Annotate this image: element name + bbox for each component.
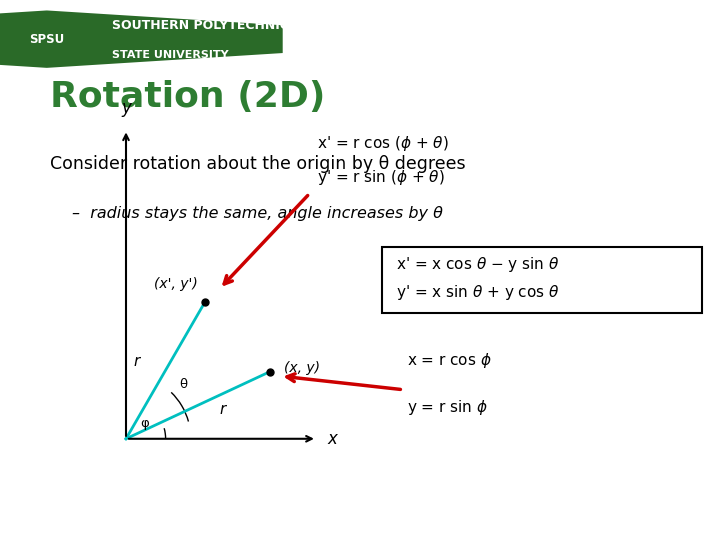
Text: SPSU: SPSU — [30, 32, 64, 46]
Text: STATE UNIVERSITY: STATE UNIVERSITY — [112, 50, 228, 60]
Text: Consider rotation about the origin by θ degrees: Consider rotation about the origin by θ … — [50, 155, 466, 173]
Text: (x', y'): (x', y') — [154, 277, 198, 291]
Text: SOUTHERN POLYTECHNIC: SOUTHERN POLYTECHNIC — [112, 18, 289, 31]
Text: –  radius stays the same, angle increases by θ: – radius stays the same, angle increases… — [72, 206, 443, 221]
Text: r: r — [134, 354, 140, 369]
Text: 11: 11 — [678, 515, 698, 530]
Text: x: x — [328, 430, 338, 448]
Text: r: r — [220, 402, 226, 417]
Text: y' = r sin ($\phi$ + $\theta$): y' = r sin ($\phi$ + $\theta$) — [317, 168, 445, 187]
Text: y: y — [121, 99, 131, 117]
Text: θ: θ — [179, 378, 188, 391]
FancyBboxPatch shape — [382, 247, 702, 313]
Text: x' = x cos $\theta$ $-$ y sin $\theta$: x' = x cos $\theta$ $-$ y sin $\theta$ — [396, 255, 559, 274]
Text: y = r sin $\phi$: y = r sin $\phi$ — [407, 399, 487, 417]
Text: y' = x sin $\theta$ + y cos $\theta$: y' = x sin $\theta$ + y cos $\theta$ — [396, 283, 559, 302]
Text: x' = r cos ($\phi$ + $\theta$): x' = r cos ($\phi$ + $\theta$) — [317, 134, 449, 153]
Text: φ: φ — [140, 417, 149, 430]
Text: x = r cos $\phi$: x = r cos $\phi$ — [407, 352, 492, 370]
Text: Angel: Interactive Computer Graphics 5E © Addison-Wesley  2009: Angel: Interactive Computer Graphics 5E … — [187, 517, 533, 528]
Text: Rotation (2D): Rotation (2D) — [50, 80, 325, 114]
Text: (x, y): (x, y) — [284, 361, 320, 375]
